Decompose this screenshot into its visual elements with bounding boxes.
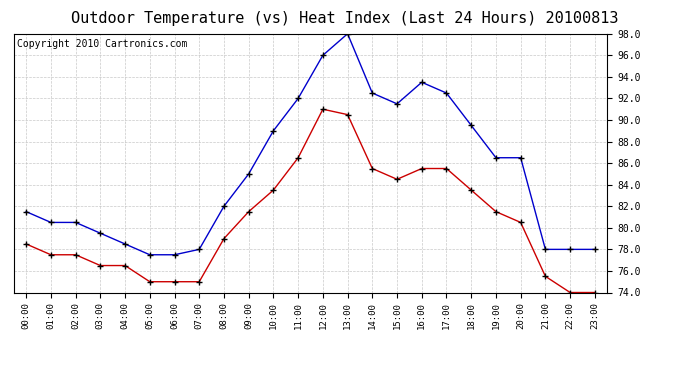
Text: Copyright 2010 Cartronics.com: Copyright 2010 Cartronics.com bbox=[17, 39, 187, 49]
Text: Outdoor Temperature (vs) Heat Index (Last 24 Hours) 20100813: Outdoor Temperature (vs) Heat Index (Las… bbox=[71, 11, 619, 26]
